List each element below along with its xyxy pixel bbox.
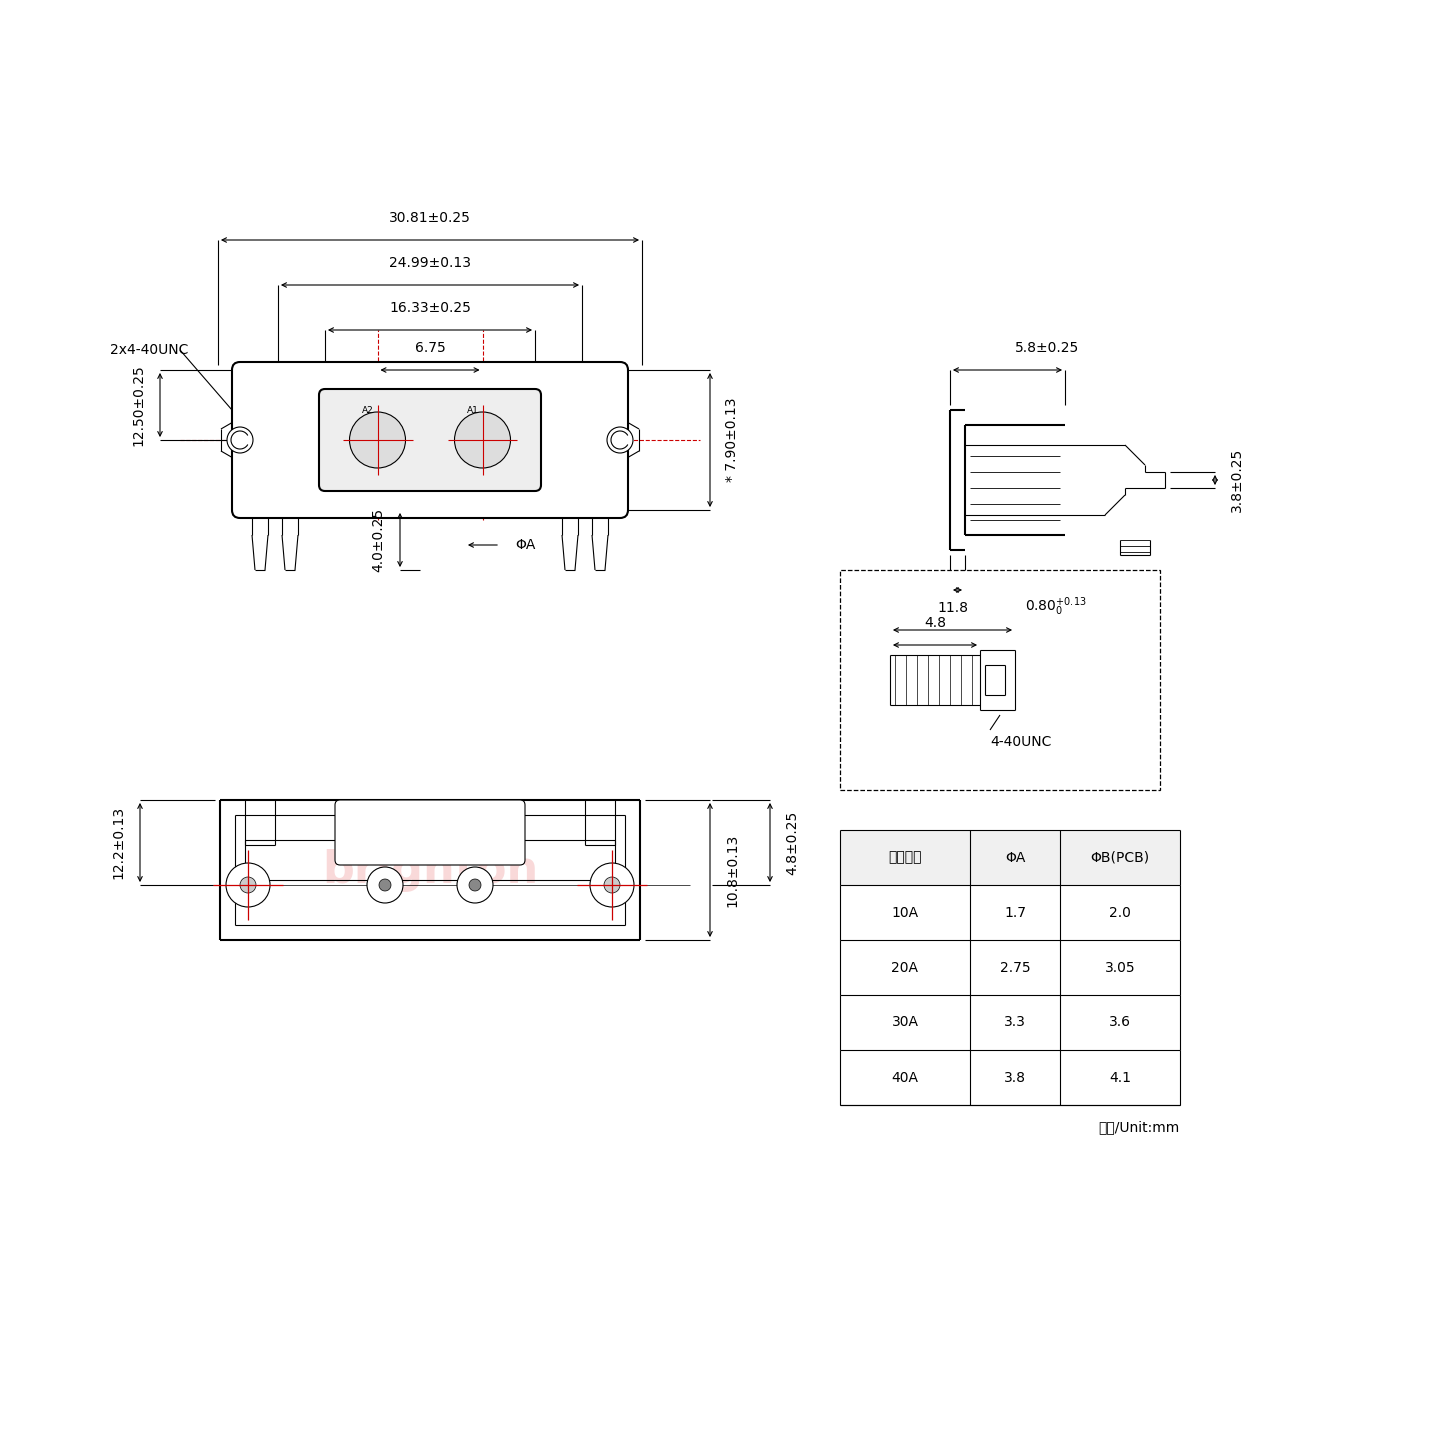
Text: 30.81±0.25: 30.81±0.25 — [389, 212, 471, 225]
Text: 单位/Unit:mm: 单位/Unit:mm — [1099, 1120, 1179, 1135]
Text: 3.6: 3.6 — [1109, 1015, 1130, 1030]
Text: 20A: 20A — [891, 960, 919, 975]
Circle shape — [608, 428, 634, 454]
Text: 1.7: 1.7 — [1004, 906, 1025, 920]
Circle shape — [379, 878, 392, 891]
Circle shape — [228, 428, 253, 454]
Text: A2: A2 — [361, 406, 373, 415]
Text: $0.80^{+0.13}_{0}$: $0.80^{+0.13}_{0}$ — [1025, 595, 1087, 618]
Text: 4.1: 4.1 — [1109, 1070, 1130, 1084]
Text: 3.8±0.25: 3.8±0.25 — [1230, 448, 1244, 513]
Text: 2.75: 2.75 — [999, 960, 1030, 975]
Text: 4.8±0.25: 4.8±0.25 — [785, 811, 799, 874]
Bar — [840, 570, 1161, 791]
Text: 2x4-40UNC: 2x4-40UNC — [109, 343, 189, 357]
Text: ΦA: ΦA — [516, 539, 536, 552]
Text: 10.8±0.13: 10.8±0.13 — [724, 834, 739, 907]
Text: 4.8: 4.8 — [924, 616, 946, 631]
Circle shape — [462, 420, 503, 459]
Text: 3.05: 3.05 — [1104, 960, 1135, 975]
Circle shape — [373, 435, 383, 445]
Text: 12.2±0.13: 12.2±0.13 — [111, 806, 125, 878]
Text: 4.0±0.25: 4.0±0.25 — [372, 508, 384, 572]
Circle shape — [226, 863, 271, 907]
Text: 24.99±0.13: 24.99±0.13 — [389, 256, 471, 271]
Circle shape — [471, 428, 494, 452]
Bar — [840, 829, 1179, 886]
Text: ΦB(PCB): ΦB(PCB) — [1090, 851, 1149, 864]
Circle shape — [590, 863, 634, 907]
Circle shape — [603, 877, 621, 893]
Circle shape — [350, 412, 406, 468]
Text: brighton: brighton — [323, 848, 539, 891]
Text: 16.33±0.25: 16.33±0.25 — [389, 301, 471, 315]
Circle shape — [456, 867, 492, 903]
FancyBboxPatch shape — [320, 389, 541, 491]
Text: 10A: 10A — [891, 906, 919, 920]
Text: 40A: 40A — [891, 1070, 919, 1084]
FancyBboxPatch shape — [336, 801, 526, 865]
Circle shape — [469, 878, 481, 891]
Text: ΦA: ΦA — [1005, 851, 1025, 864]
Circle shape — [367, 867, 403, 903]
Text: brighton: brighton — [323, 429, 539, 471]
Text: 3.8: 3.8 — [1004, 1070, 1025, 1084]
Text: 2.0: 2.0 — [1109, 906, 1130, 920]
Text: 5.8±0.25: 5.8±0.25 — [1015, 341, 1080, 356]
Text: 12.50±0.25: 12.50±0.25 — [131, 364, 145, 446]
Text: 额定电流: 额定电流 — [888, 851, 922, 864]
Circle shape — [357, 420, 397, 459]
Text: A1: A1 — [467, 406, 478, 415]
Text: 6.75: 6.75 — [415, 341, 445, 356]
FancyBboxPatch shape — [232, 361, 628, 518]
Text: 30A: 30A — [891, 1015, 919, 1030]
Text: 11.8: 11.8 — [937, 600, 968, 615]
Circle shape — [478, 435, 488, 445]
Text: 4-40UNC: 4-40UNC — [989, 734, 1051, 749]
Text: * 7.90±0.13: * 7.90±0.13 — [724, 397, 739, 482]
Circle shape — [240, 877, 256, 893]
Text: 3.3: 3.3 — [1004, 1015, 1025, 1030]
Circle shape — [366, 428, 389, 452]
Circle shape — [455, 412, 511, 468]
